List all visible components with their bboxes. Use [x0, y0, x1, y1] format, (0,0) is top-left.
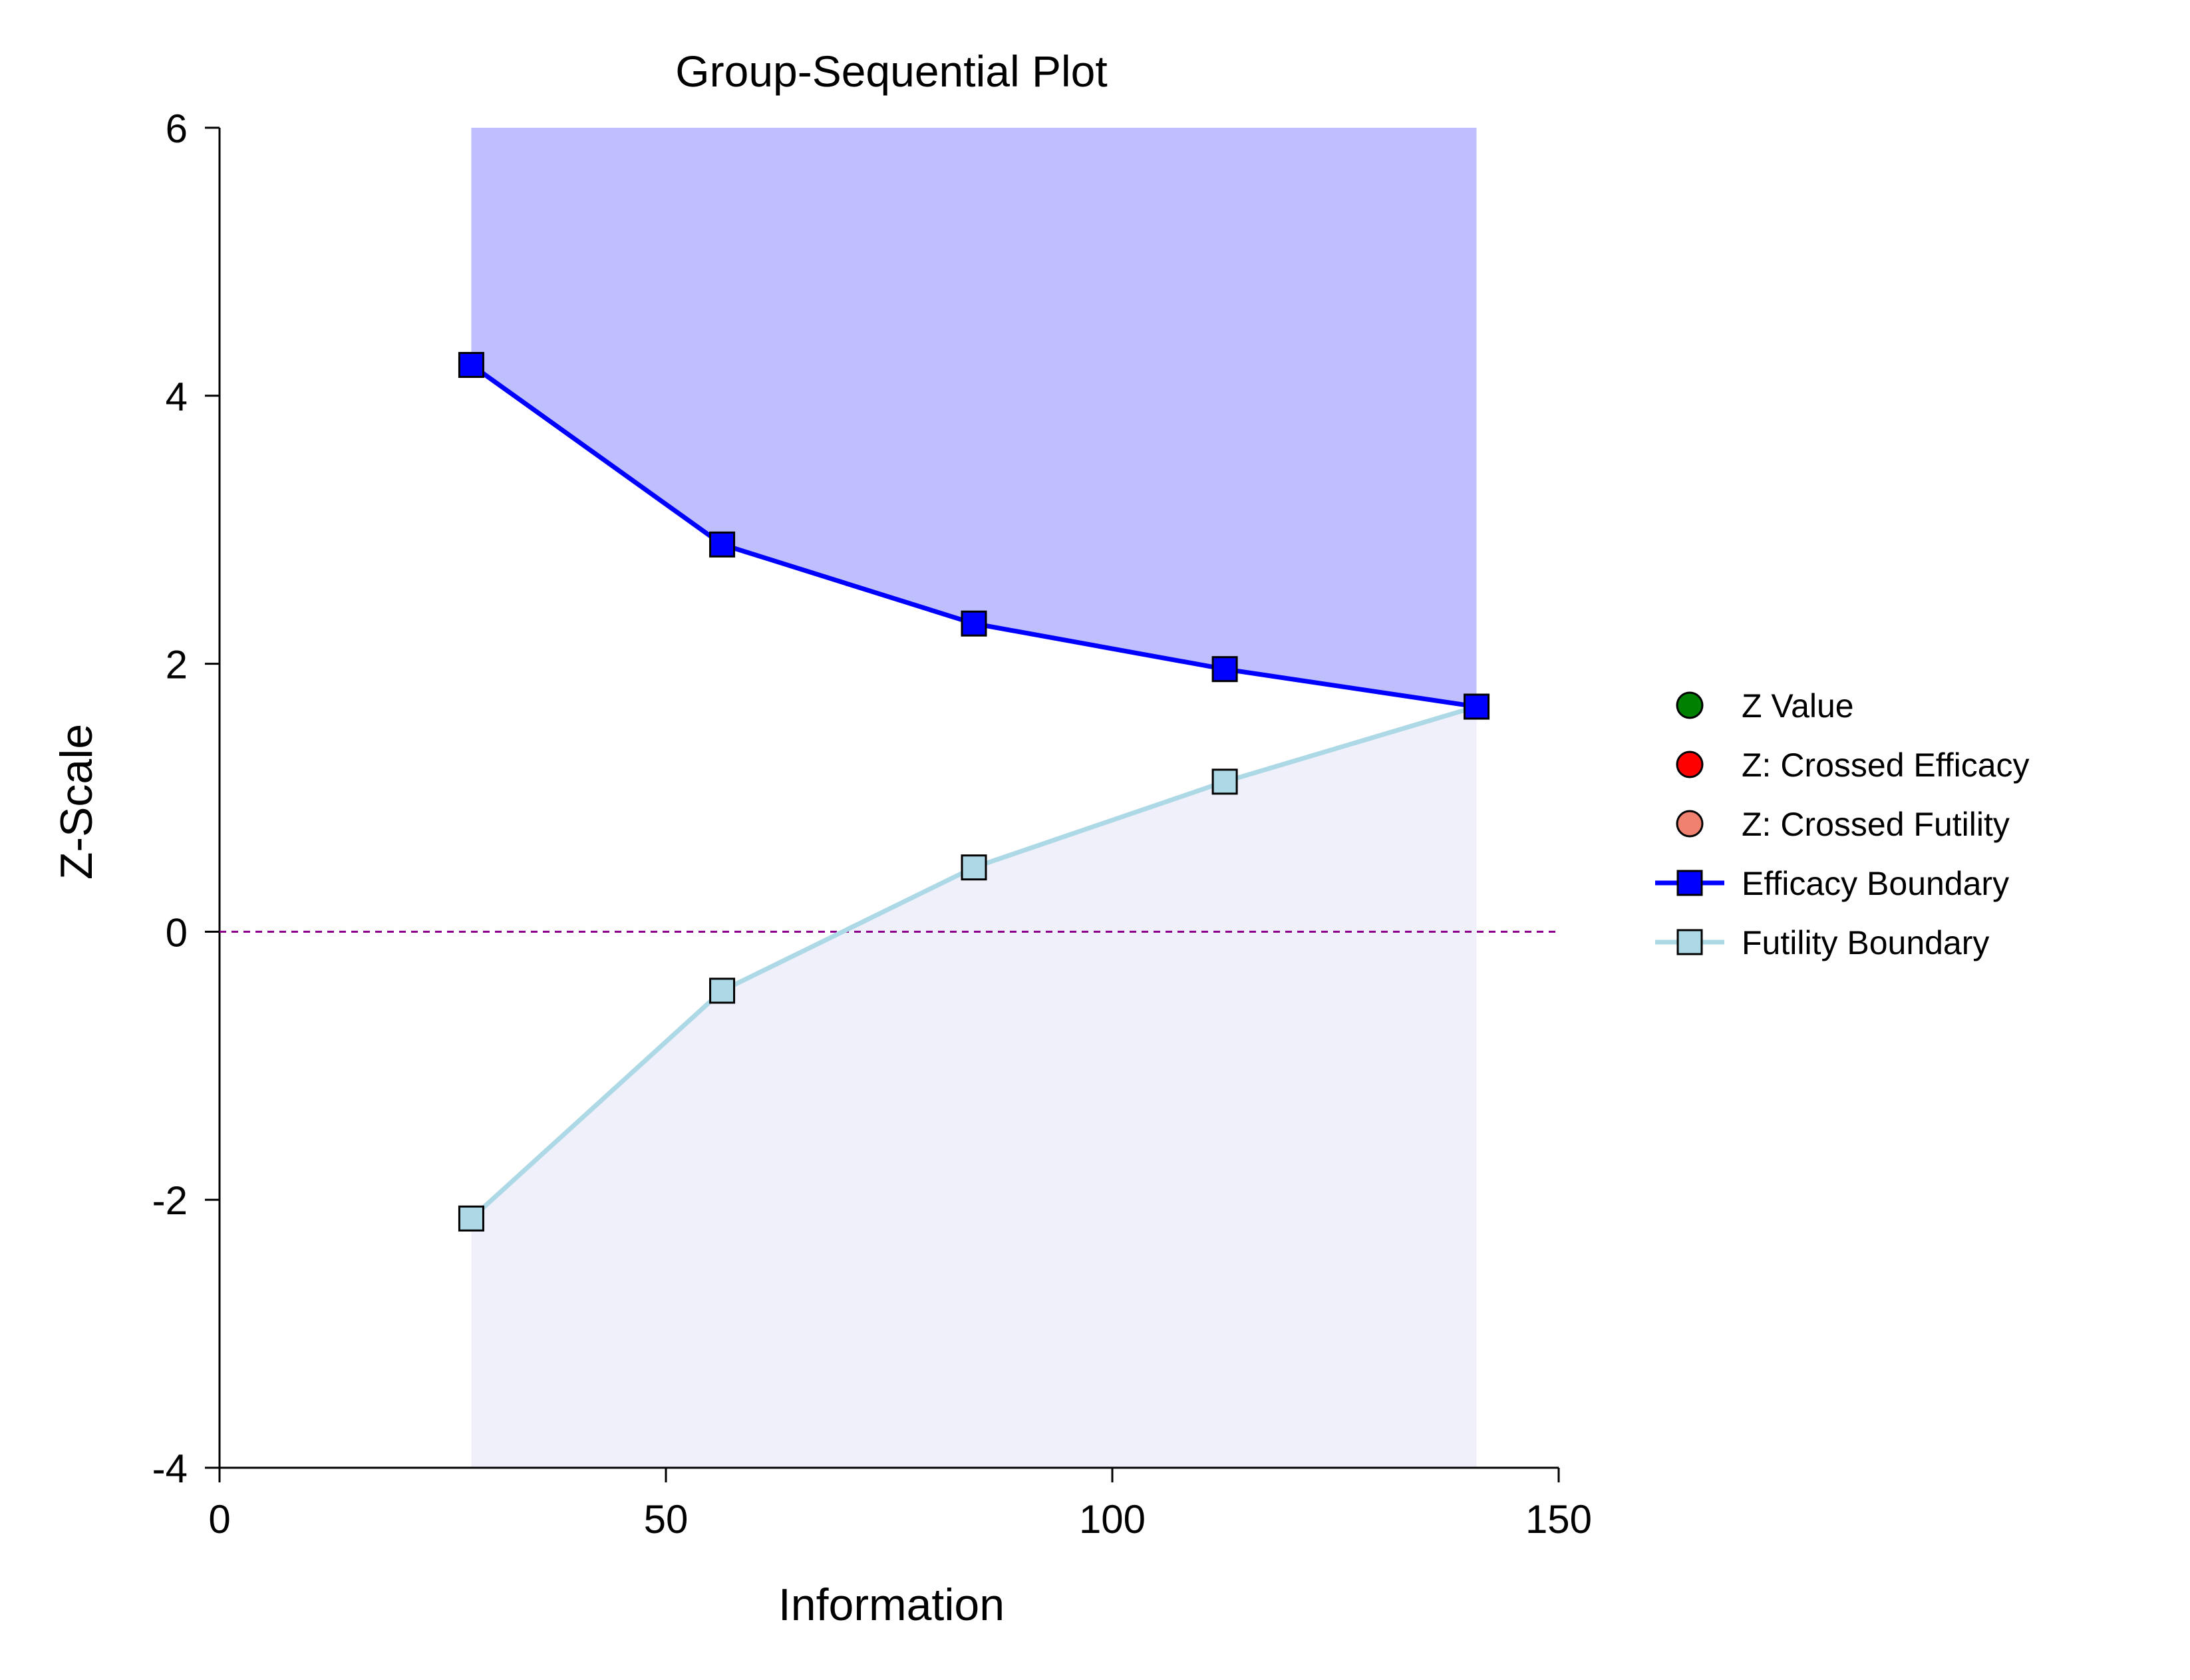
legend-item-futility-boundary: Futility Boundary [1655, 924, 1989, 961]
legend: Z Value Z: Crossed Efficacy Z: Crossed Fut… [1655, 687, 2030, 961]
y-tick-label: -2 [152, 1178, 188, 1223]
x-axis-label: Information [778, 1580, 1005, 1630]
y-tick-label: 2 [166, 643, 188, 687]
efficacy-boundary-point [1211, 656, 1238, 683]
futility-boundary-point [961, 854, 987, 881]
y-tick-label: 4 [166, 375, 188, 419]
x-tick-label: 0 [208, 1497, 230, 1542]
efficacy-boundary-point [1464, 693, 1490, 720]
y-tick-label: -4 [152, 1446, 188, 1491]
legend-label-z-crossed-efficacy: Z: Crossed Efficacy [1742, 747, 2030, 784]
legend-marker-futility-boundary [1676, 929, 1703, 955]
x-tick-label: 150 [1525, 1497, 1592, 1542]
legend-marker-efficacy-boundary [1676, 870, 1703, 896]
axes: -4 -2 0 2 4 6 0 50 100 150 [152, 106, 1592, 1542]
efficacy-region [471, 128, 1477, 707]
legend-label-z-value: Z Value [1742, 687, 1854, 725]
y-tick-label: 0 [166, 910, 188, 955]
legend-item-z-value: Z Value [1676, 687, 1854, 725]
legend-label-efficacy-boundary: Efficacy Boundary [1742, 865, 2009, 902]
efficacy-boundary-point [961, 610, 987, 637]
y-tick-label: 6 [166, 106, 188, 151]
legend-marker-z-crossed-efficacy [1676, 751, 1704, 778]
legend-marker-z-crossed-futility [1676, 810, 1704, 838]
futility-boundary-point [709, 977, 736, 1004]
x-tick-label: 50 [644, 1497, 689, 1542]
series-markers [458, 351, 1490, 1232]
x-tick-label: 100 [1079, 1497, 1146, 1542]
legend-item-z-crossed-efficacy: Z: Crossed Efficacy [1676, 747, 2030, 784]
y-axis-label: Z-Scale [51, 724, 102, 880]
efficacy-boundary-point [709, 531, 736, 558]
legend-label-z-crossed-futility: Z: Crossed Futility [1742, 806, 2010, 843]
legend-item-efficacy-boundary: Efficacy Boundary [1655, 865, 2009, 902]
efficacy-boundary-point [458, 351, 484, 378]
legend-label-futility-boundary: Futility Boundary [1742, 924, 1989, 961]
shaded-regions [471, 128, 1477, 1468]
futility-boundary-point [1211, 768, 1238, 795]
futility-boundary-point [458, 1205, 484, 1232]
legend-marker-z-value [1676, 691, 1704, 719]
legend-item-z-crossed-futility: Z: Crossed Futility [1676, 806, 2010, 843]
futility-region [471, 707, 1477, 1468]
chart-title: Group-Sequential Plot [675, 47, 1107, 96]
